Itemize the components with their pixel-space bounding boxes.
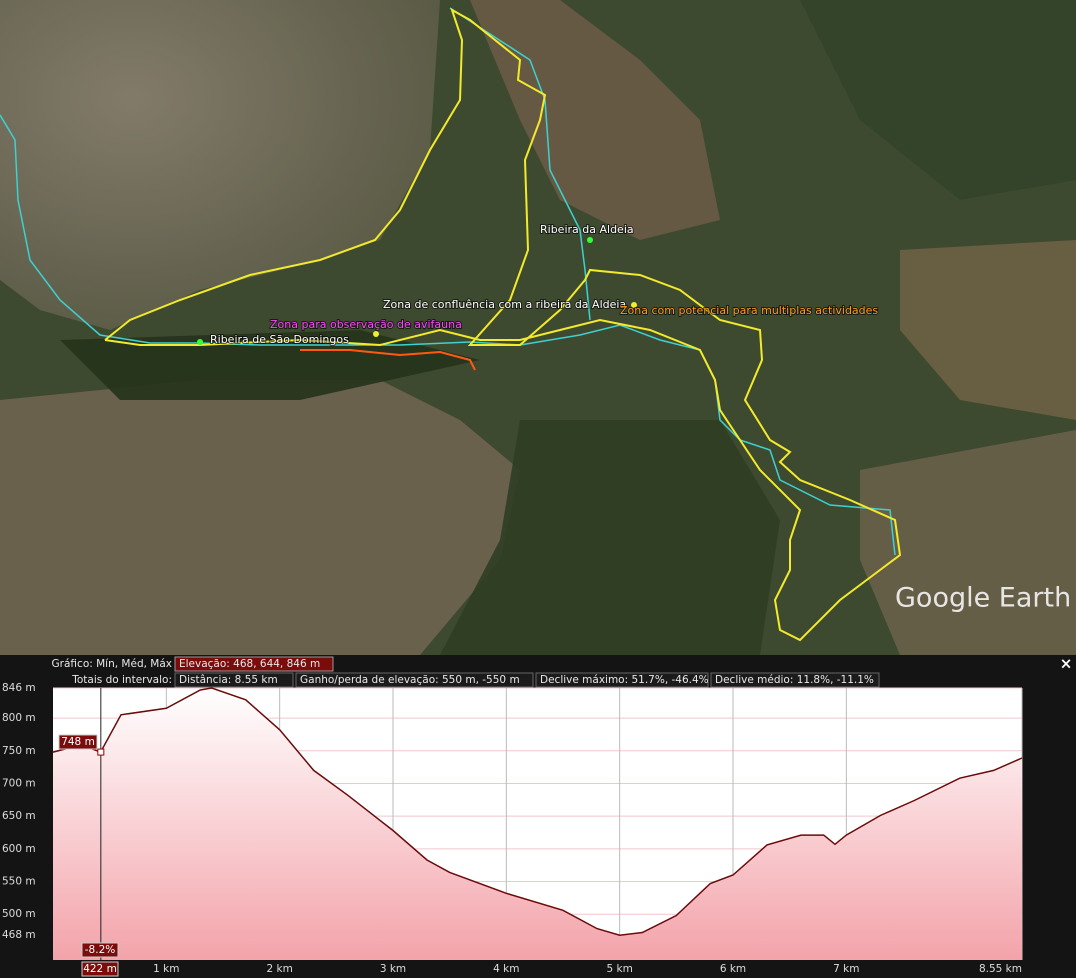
x-tick-label: 2 km [267,963,293,975]
y-tick-label: 650 m [2,810,36,822]
satellite-map [0,0,1076,655]
y-tick-label: 800 m [2,712,36,724]
map-label[interactable]: Ribeira da Aldeia [539,222,635,237]
map-label[interactable]: Zona com potencial para multiplas activi… [619,303,879,318]
stat-label: Totais do intervalo: [71,674,172,686]
elevation-line [52,687,1023,936]
stat-label: Gráfico: Mín, Méd, Máx [52,658,172,670]
stat-value: Distância: 8.55 km [179,674,278,686]
cursor-marker [97,748,105,756]
x-tick-label: 4 km [493,963,519,975]
stat-box [710,672,880,688]
logo: Google Earth [895,583,1071,614]
map-label[interactable]: Zona de confluência com a ribeira da Ald… [382,297,627,312]
x-tick-label: 3 km [380,963,406,975]
cursor-box [81,961,119,977]
close-button[interactable]: × [1060,655,1073,673]
cursor-elevation: 748 m [61,736,95,748]
stat-box [174,656,334,672]
y-tick-label: 600 m [2,843,36,855]
stat-value: Ganho/perda de elevação: 550 m, -550 m [300,674,520,686]
x-tick-label: 1 km [153,963,179,975]
stat-value: Declive máximo: 51.7%, -46.4% [540,674,709,686]
map-label[interactable]: Zona para observação de avifauna [269,317,463,332]
x-tick-label: 6 km [720,963,746,975]
stat-value: Elevação: 468, 644, 846 m [179,658,320,670]
map-label[interactable]: Ribeira de São Domingos [209,332,350,347]
y-tick-label: 750 m [2,745,36,757]
plot: 846 m 800 m 750 m 700 m 650 m 600 m 550 m 500 m… [2,682,1023,977]
elevation-area [53,688,1022,960]
x-tick-label: 5 km [607,963,633,975]
stat-value: Declive médio: 11.8%, -11.1% [715,674,874,686]
cursor-box [58,734,98,750]
stat-box [535,672,709,688]
y-tick-label: 550 m [2,876,36,888]
y-tick-label: 468 m [2,929,36,941]
cursor-distance: 422 m [83,963,117,975]
cursor-box [81,942,119,958]
stat-box [174,672,294,688]
y-tick-label: 846 m [2,682,36,694]
stat-box [295,672,534,688]
y-tick-label: 700 m [2,777,36,789]
x-tick-label: 7 km [833,963,859,975]
cursor-slope: -8.2% [85,944,115,956]
x-tick-label: 8.55 km [979,963,1022,975]
y-tick-label: 500 m [2,908,36,920]
